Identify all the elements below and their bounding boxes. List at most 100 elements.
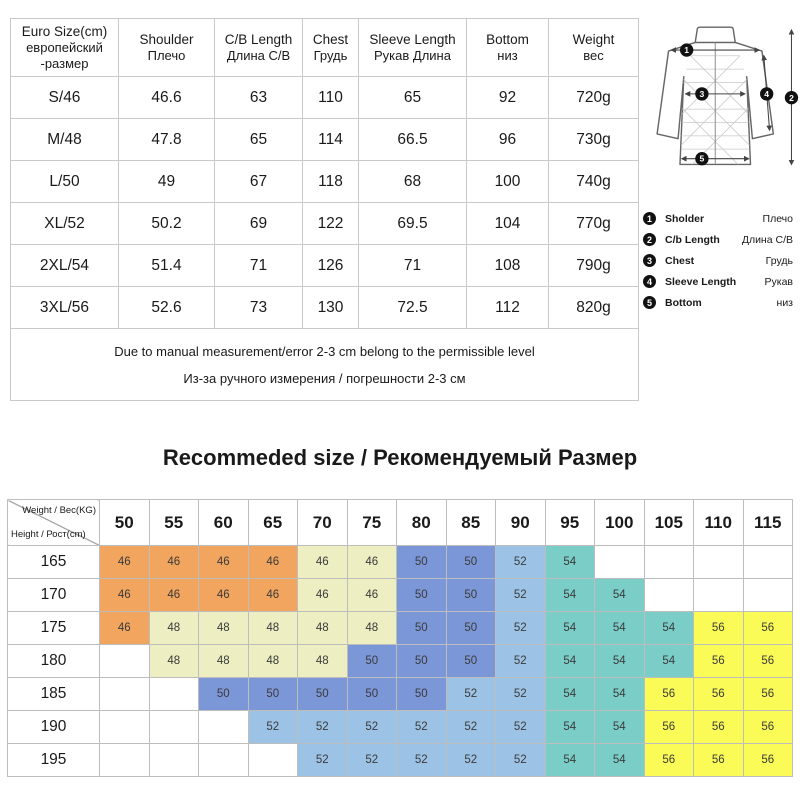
matrix-cell — [99, 677, 150, 711]
matrix-cell: 50 — [396, 677, 447, 711]
jacket-diagram: 1 2 3 4 5 — [656, 26, 799, 166]
legend-label-en: Chest — [665, 254, 695, 267]
matrix-corner-cell: Weight / Вес(KG) Height / Рост(cm) — [7, 499, 100, 546]
matrix-cell: 52 — [495, 644, 546, 678]
matrix-cell: 52 — [445, 677, 496, 711]
matrix-cell: 54 — [544, 677, 595, 711]
matrix-weight-header: 90 — [495, 499, 546, 546]
matrix-cell: 46 — [99, 578, 150, 612]
matrix-cell: 54 — [594, 611, 645, 645]
matrix-cell: 46 — [346, 545, 397, 579]
matrix-cell — [99, 644, 150, 678]
legend-number-badge: 4 — [643, 275, 656, 288]
matrix-cell: 46 — [148, 545, 199, 579]
size-col-header-en: Shoulder — [139, 32, 194, 47]
size-value: 114 — [302, 118, 359, 161]
matrix-cell: 50 — [346, 644, 397, 678]
size-value: 122 — [302, 202, 359, 245]
matrix-cell — [742, 578, 793, 612]
matrix-row: 175 46 48 48 48 48 48 50 50 52 54 54 54 56 56 — [7, 611, 793, 645]
matrix-cell: 48 — [148, 611, 199, 645]
legend-number-badge: 2 — [643, 233, 656, 246]
matrix-weight-header: 75 — [346, 499, 397, 546]
matrix-cell: 46 — [346, 578, 397, 612]
matrix-cell: 54 — [594, 743, 645, 777]
svg-text:1: 1 — [684, 45, 689, 55]
matrix-height-header: 175 — [7, 611, 100, 645]
matrix-cell: 50 — [247, 677, 298, 711]
matrix-cell: 50 — [445, 644, 496, 678]
size-row: 3XL/56 52.6 73 130 72.5 112 820g — [10, 286, 639, 329]
matrix-cell: 56 — [742, 644, 793, 678]
matrix-row: 165 46 46 46 46 46 46 50 50 52 54 — [7, 545, 793, 579]
matrix-cell: 50 — [445, 578, 496, 612]
matrix-weight-header: 105 — [643, 499, 694, 546]
matrix-cell: 54 — [594, 710, 645, 744]
matrix-weight-header: 80 — [396, 499, 447, 546]
size-value: 65 — [358, 76, 467, 119]
matrix-cell: 56 — [693, 677, 744, 711]
matrix-cell: 56 — [643, 743, 694, 777]
size-value: 820g — [548, 286, 639, 329]
matrix-cell — [148, 710, 199, 744]
size-value: 47.8 — [118, 118, 215, 161]
matrix-cell — [198, 743, 249, 777]
matrix-weight-header: 50 — [99, 499, 150, 546]
size-value: 118 — [302, 160, 359, 203]
size-value: 52.6 — [118, 286, 215, 329]
size-value: 63 — [214, 76, 303, 119]
size-label: S/46 — [10, 76, 119, 119]
matrix-cell: 54 — [643, 644, 694, 678]
size-col-header-en: Chest — [312, 32, 349, 47]
matrix-cell: 48 — [247, 644, 298, 678]
legend-label-en: Sleeve Length — [665, 275, 737, 288]
matrix-cell: 52 — [346, 743, 397, 777]
matrix-weight-header: 115 — [742, 499, 793, 546]
size-label: XL/52 — [10, 202, 119, 245]
svg-text:5: 5 — [700, 154, 705, 164]
matrix-cell: 52 — [495, 611, 546, 645]
size-value: 50.2 — [118, 202, 215, 245]
matrix-cell: 56 — [742, 710, 793, 744]
marker-bottom-badge: 5 — [695, 152, 709, 166]
size-label: 2XL/54 — [10, 244, 119, 287]
size-value: 68 — [358, 160, 467, 203]
size-label: 3XL/56 — [10, 286, 119, 329]
matrix-cell: 52 — [297, 710, 348, 744]
matrix-cell: 54 — [544, 611, 595, 645]
matrix-cell: 54 — [544, 710, 595, 744]
matrix-cell: 50 — [297, 677, 348, 711]
legend-label-ru: низ — [776, 296, 793, 309]
matrix-cell — [148, 677, 199, 711]
matrix-cell — [198, 710, 249, 744]
size-value: 65 — [214, 118, 303, 161]
matrix-cell — [693, 545, 744, 579]
size-value: 96 — [466, 118, 549, 161]
size-value: 46.6 — [118, 76, 215, 119]
size-value: 69.5 — [358, 202, 467, 245]
matrix-cell: 56 — [643, 677, 694, 711]
matrix-cell: 46 — [247, 578, 298, 612]
measurement-guide-panel: 1 2 3 4 5 1 Sholder Плечо 2 C/b Length Длина … — [639, 18, 800, 401]
size-value: 67 — [214, 160, 303, 203]
matrix-cell — [643, 578, 694, 612]
marker-shoulder-badge: 1 — [679, 43, 694, 57]
matrix-cell: 52 — [495, 677, 546, 711]
svg-text:4: 4 — [764, 89, 769, 99]
size-value: 71 — [358, 244, 467, 287]
legend-item: 1 Sholder Плечо — [643, 212, 793, 225]
size-value: 130 — [302, 286, 359, 329]
matrix-cell: 52 — [495, 710, 546, 744]
matrix-cell: 56 — [742, 611, 793, 645]
size-value: 49 — [118, 160, 215, 203]
legend-label-ru: Плечо — [762, 212, 793, 225]
top-section: Euro Size(cm) европейский -размер Shoulder… — [10, 18, 800, 401]
size-col-header-ru: низ — [497, 48, 518, 63]
matrix-cell: 48 — [148, 644, 199, 678]
matrix-cell: 54 — [544, 644, 595, 678]
matrix-cell: 52 — [495, 743, 546, 777]
matrix-header-row: Weight / Вес(KG) Height / Рост(cm) 50 55 6… — [7, 499, 793, 546]
matrix-cell: 56 — [693, 644, 744, 678]
matrix-cell — [99, 743, 150, 777]
matrix-cell: 48 — [198, 611, 249, 645]
